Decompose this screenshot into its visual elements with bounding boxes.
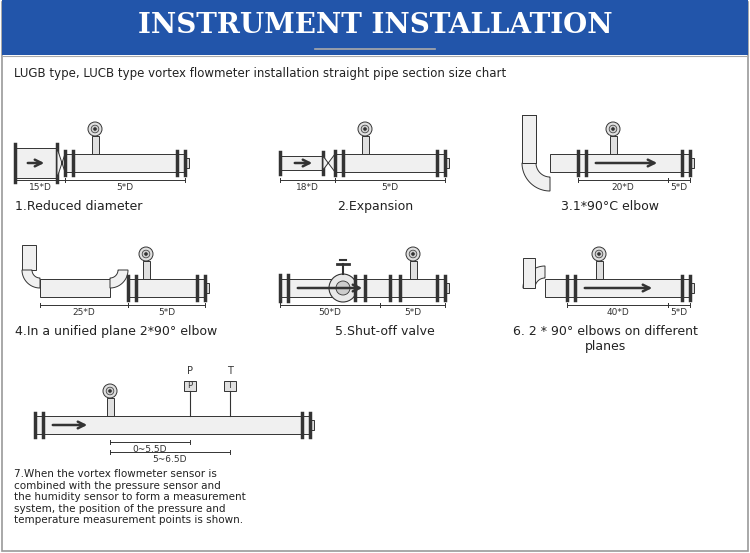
Bar: [40, 279, 110, 297]
Text: 15*D: 15*D: [28, 183, 52, 192]
Bar: [106, 398, 113, 416]
Circle shape: [362, 125, 369, 133]
Circle shape: [106, 387, 114, 395]
Bar: [92, 136, 98, 154]
Circle shape: [139, 247, 153, 261]
Text: T: T: [227, 382, 232, 390]
Text: 6. 2 * 90° elbows on different
planes: 6. 2 * 90° elbows on different planes: [512, 325, 698, 353]
Circle shape: [145, 253, 148, 255]
Bar: [545, 279, 690, 297]
Bar: [185, 158, 189, 169]
Text: 50*D: 50*D: [319, 308, 341, 317]
Text: 5*D: 5*D: [382, 183, 398, 192]
Bar: [522, 115, 536, 163]
Circle shape: [364, 128, 367, 131]
Circle shape: [142, 250, 150, 258]
Bar: [690, 158, 694, 169]
Text: 4.In a unified plane 2*90° elbow: 4.In a unified plane 2*90° elbow: [15, 325, 217, 338]
Bar: [690, 283, 694, 294]
Bar: [128, 279, 205, 297]
Bar: [15, 148, 57, 178]
Text: 5*D: 5*D: [670, 183, 688, 192]
Bar: [35, 416, 310, 434]
Circle shape: [94, 128, 97, 131]
Text: 2.Expansion: 2.Expansion: [337, 200, 413, 213]
Text: 5*D: 5*D: [404, 308, 421, 317]
Text: 3.1*90°C elbow: 3.1*90°C elbow: [561, 200, 659, 213]
Circle shape: [609, 125, 616, 133]
Circle shape: [592, 247, 606, 261]
Bar: [280, 279, 445, 297]
Text: P: P: [188, 382, 193, 390]
Circle shape: [410, 250, 417, 258]
Bar: [205, 283, 209, 294]
Text: 5~6.5D: 5~6.5D: [153, 455, 188, 464]
Bar: [280, 156, 323, 170]
Text: T: T: [227, 366, 233, 376]
Bar: [362, 136, 368, 154]
Bar: [65, 154, 185, 172]
Text: 18*D: 18*D: [296, 183, 319, 192]
Circle shape: [336, 281, 350, 295]
Bar: [445, 283, 449, 294]
Bar: [22, 245, 36, 270]
Polygon shape: [22, 270, 40, 288]
Circle shape: [611, 128, 614, 131]
Bar: [523, 258, 535, 288]
Bar: [224, 381, 236, 391]
Bar: [522, 115, 536, 163]
Circle shape: [598, 253, 601, 255]
Text: 25*D: 25*D: [73, 308, 95, 317]
Circle shape: [406, 247, 420, 261]
Text: 5*D: 5*D: [670, 308, 688, 317]
Polygon shape: [522, 163, 550, 191]
Bar: [142, 261, 149, 279]
Circle shape: [329, 274, 357, 302]
Text: LUGB type, LUCB type vortex flowmeter installation straight pipe section size ch: LUGB type, LUCB type vortex flowmeter in…: [14, 67, 506, 80]
Text: 20*D: 20*D: [612, 183, 634, 192]
Bar: [445, 158, 449, 169]
Text: INSTRUMENT INSTALLATION: INSTRUMENT INSTALLATION: [138, 12, 612, 39]
Text: 0~5.5D: 0~5.5D: [133, 445, 167, 454]
Text: 5.Shut-off valve: 5.Shut-off valve: [335, 325, 435, 338]
Polygon shape: [110, 270, 128, 288]
Circle shape: [92, 125, 99, 133]
Polygon shape: [323, 154, 335, 172]
Circle shape: [358, 122, 372, 136]
Text: 1.Reduced diameter: 1.Reduced diameter: [15, 200, 142, 213]
Bar: [410, 261, 416, 279]
Polygon shape: [57, 148, 65, 178]
Circle shape: [103, 384, 117, 398]
Circle shape: [88, 122, 102, 136]
Circle shape: [412, 253, 415, 255]
Circle shape: [606, 122, 620, 136]
Circle shape: [109, 390, 112, 393]
Text: 7.When the vortex flowmeter sensor is
combined with the pressure sensor and
the : 7.When the vortex flowmeter sensor is co…: [14, 469, 246, 525]
Text: 5*D: 5*D: [116, 183, 134, 192]
Bar: [550, 154, 690, 172]
Bar: [310, 420, 314, 430]
Bar: [596, 261, 602, 279]
Bar: [610, 136, 616, 154]
Text: P: P: [187, 366, 193, 376]
Polygon shape: [523, 266, 545, 288]
Text: 5*D: 5*D: [158, 308, 175, 317]
Bar: [2, 0, 748, 55]
Bar: [335, 154, 445, 172]
Text: 40*D: 40*D: [606, 308, 628, 317]
Circle shape: [596, 250, 603, 258]
Bar: [184, 381, 196, 391]
